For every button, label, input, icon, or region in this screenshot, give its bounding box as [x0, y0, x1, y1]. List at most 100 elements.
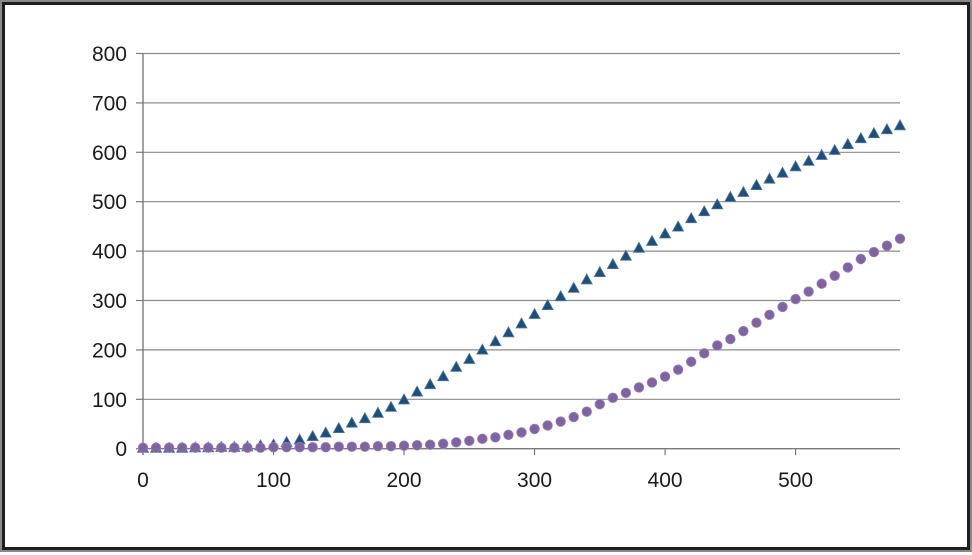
triangle-marker [554, 289, 567, 302]
triangle-marker [789, 159, 802, 172]
triangle-marker [776, 166, 789, 178]
circle-marker [829, 270, 840, 282]
triangle-marker [671, 220, 685, 232]
triangle-marker [345, 416, 359, 428]
y-tick-label: 300 [92, 290, 127, 313]
triangle-marker [619, 249, 633, 261]
circle-marker [359, 441, 371, 452]
circle-marker [581, 406, 592, 417]
circle-marker [242, 442, 253, 453]
triangle-marker [606, 257, 620, 270]
triangle-marker [319, 426, 332, 438]
triangle-marker [476, 343, 489, 355]
gridlines [143, 52, 900, 400]
circle-marker [163, 442, 175, 453]
circle-marker [777, 301, 788, 313]
triangle-marker [815, 148, 828, 160]
triangle-marker [410, 385, 424, 397]
circle-marker [881, 240, 893, 251]
triangle-marker [384, 400, 398, 412]
circle-marker [568, 411, 579, 423]
circle-marker [764, 309, 775, 321]
circle-marker [594, 399, 606, 410]
circle-marker [555, 416, 566, 427]
circle-marker [150, 442, 162, 453]
circle-marker [190, 442, 201, 453]
circle-marker [816, 278, 827, 289]
circle-marker [281, 442, 292, 453]
circle-marker [725, 333, 736, 345]
triangle-marker [593, 265, 606, 277]
circle-marker [659, 371, 671, 382]
circle-marker [307, 442, 318, 453]
circle-marker [411, 440, 423, 451]
circle-marker [424, 439, 436, 450]
circle-marker [477, 433, 488, 445]
circle-marker [333, 441, 344, 452]
circle-marker [203, 442, 214, 453]
circle-marker [646, 377, 658, 388]
circle-marker [620, 387, 632, 399]
circle-marker [503, 429, 514, 441]
x-tick-label: 0 [137, 469, 149, 492]
x-tick-label: 100 [256, 469, 291, 492]
triangle-marker [737, 185, 750, 197]
triangle-marker [450, 360, 463, 372]
circle-marker [385, 441, 397, 452]
circle-marker [451, 437, 462, 448]
axes [142, 53, 900, 455]
triangle-marker [358, 411, 372, 424]
triangle-marker [463, 352, 476, 364]
triangle-marker [306, 429, 319, 441]
triangle-marker [854, 131, 868, 144]
triangle-marker [645, 234, 659, 246]
triangle-marker [332, 421, 345, 434]
triangle-marker [567, 281, 580, 293]
circle-marker [464, 435, 475, 446]
triangle-marker [867, 126, 881, 139]
series-circle-markers [137, 233, 906, 453]
triangle-marker [763, 172, 776, 184]
y-axis-ticks-labels: 0 100 200 300 400 500 600 700 800 [92, 43, 143, 461]
circle-marker [229, 442, 240, 453]
triangle-marker [880, 122, 894, 135]
triangle-marker [711, 198, 724, 210]
triangle-marker [541, 298, 554, 311]
y-tick-label: 200 [92, 339, 127, 362]
circle-marker [699, 348, 710, 359]
triangle-marker [750, 178, 763, 190]
triangle-marker [724, 190, 737, 202]
scatter-chart: 0 100 200 300 400 500 600 700 800 0 100 200 300 400 50… [92, 43, 907, 492]
circle-marker [738, 325, 749, 337]
circle-marker [320, 442, 331, 453]
triangle-marker [437, 369, 450, 382]
triangle-marker [502, 325, 515, 338]
y-tick-label: 700 [92, 92, 127, 115]
circle-marker [176, 442, 188, 453]
triangle-marker [528, 307, 541, 319]
circle-marker [712, 340, 723, 351]
triangle-marker [841, 137, 854, 149]
y-tick-label: 500 [92, 191, 127, 214]
circle-marker [437, 438, 449, 449]
triangle-marker [828, 143, 841, 155]
circle-marker [216, 442, 227, 453]
circle-marker [868, 246, 880, 258]
circle-marker [685, 356, 697, 367]
triangle-marker [658, 227, 672, 239]
circle-marker [490, 432, 501, 443]
triangle-marker [423, 377, 437, 390]
triangle-marker [698, 204, 711, 217]
circle-marker [294, 442, 305, 453]
circle-marker [842, 262, 853, 273]
x-tick-label: 300 [517, 469, 552, 492]
x-tick-label: 500 [778, 469, 813, 492]
x-tick-label: 200 [387, 469, 422, 492]
y-tick-label: 600 [92, 142, 127, 165]
x-axis-ticks-labels: 0 100 200 300 400 500 [137, 448, 813, 492]
circle-marker [268, 442, 279, 453]
circle-marker [607, 392, 619, 404]
triangle-marker [489, 334, 502, 347]
